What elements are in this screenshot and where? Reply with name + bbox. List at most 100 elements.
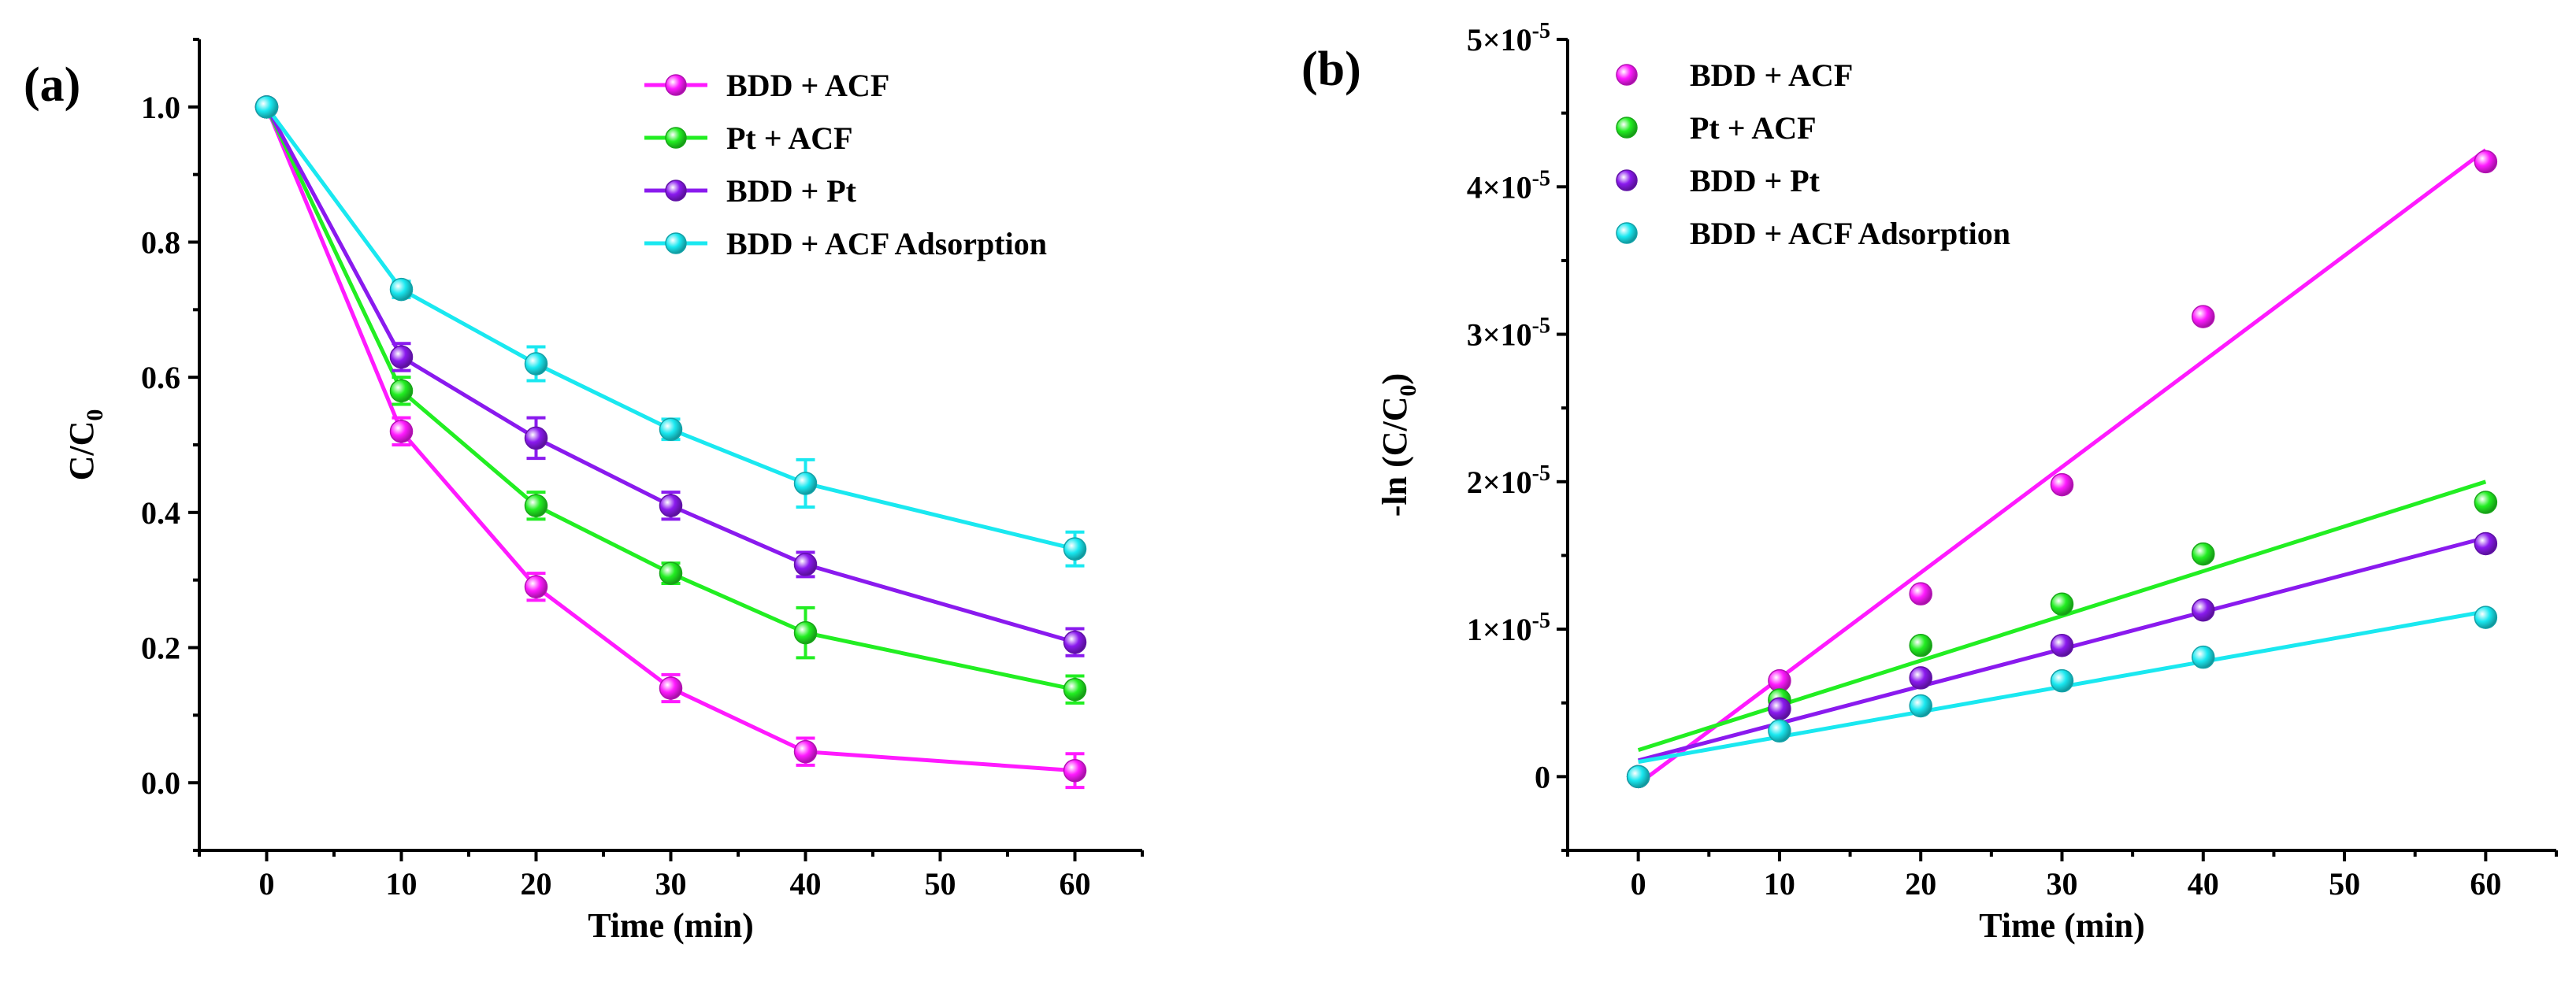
data-point [2192,598,2215,622]
x-tick-label: 60 [2470,866,2501,902]
data-point [793,620,818,645]
x-tick-label: 40 [790,866,822,902]
data-point [389,420,414,443]
legend-marker [1616,117,1638,139]
legend-marker [665,180,687,202]
y-tick-label: 0.8 [141,225,180,261]
y-tick-label: 0.0 [141,765,180,801]
y-tick-label: 1.0 [141,90,180,125]
data-point [1063,758,1087,783]
panel-b-chart: 0 10 20 30 40 50 60 0 1×10-5 2×10-5 3×10-5 4×10-5 5×… [1301,19,2558,945]
x-tick-label: 20 [521,866,552,902]
data-point [2474,531,2498,556]
data-point [1063,630,1087,654]
data-point [2050,668,2074,693]
x-axis-title: Time (min) [1979,906,2145,945]
legend-label: Pt + ACF [726,120,853,156]
data-point [524,575,548,598]
panel-label: (a) [24,58,80,112]
legend-marker [665,232,687,254]
data-point [2050,633,2074,657]
data-point [793,553,818,576]
data-point [389,277,414,302]
data-point [1909,666,1932,690]
data-point [659,561,683,585]
y-tick-label: 0.2 [141,631,180,666]
series-bdd-pt [254,95,1087,657]
x-tick-label: 30 [655,866,687,902]
data-point [659,494,683,517]
legend-label: BDD + Pt [726,173,857,209]
data-point [793,472,818,495]
y-tick-label: 0.4 [141,495,180,531]
legend-label: BDD + Pt [1690,163,1821,198]
y-axis-title: C/C0 [62,409,108,481]
data-point [1909,694,1932,718]
series-bdd-acf-adsorption [1626,605,2498,789]
data-point [2192,645,2215,669]
data-point [659,417,683,442]
series-line [265,106,1076,551]
series-line [265,106,1075,773]
x-tick-label: 10 [1764,866,1795,902]
x-tick-label: 50 [2329,866,2360,902]
series-bdd-pt [1626,531,2498,789]
x-tick-label: 0 [1631,866,1646,902]
panel-label: (b) [1301,43,1361,96]
y-tick-label: 0 [1535,759,1550,794]
data-point [1768,697,1791,720]
data-point [1063,677,1087,702]
data-point [793,739,818,764]
legend-marker [1616,64,1638,86]
data-point [2050,472,2074,497]
x-tick-label: 40 [2188,866,2219,902]
data-point [1063,537,1087,561]
legend: BDD + ACF Pt + ACF BDD + Pt BDD + ACF Adsor… [644,68,1047,261]
data-point [524,426,548,450]
legend-label: BDD + ACF Adsorption [726,226,1047,261]
legend-marker [1616,169,1638,191]
data-point [2474,605,2498,629]
y-tick-label: 5×10-5 [1467,19,1550,57]
series-line [265,106,1076,692]
series-pt-acf [254,95,1087,705]
y-axis-title: -ln (C/C0) [1375,373,1421,517]
data-point [2474,150,2498,174]
series-bdd-acf-adsorption [254,95,1087,568]
data-point [1909,582,1932,605]
legend: BDD + ACF Pt + ACF BDD + Pt BDD + ACF Adsor… [1616,57,2010,251]
data-point [254,95,279,119]
x-tick-label: 20 [1905,866,1936,902]
data-point [1626,765,1650,789]
data-point [2474,491,2498,514]
data-point [1768,719,1791,743]
fit-line [1637,480,2487,753]
series-bdd-acf [1626,148,2498,789]
y-tick-label: 0.6 [141,360,180,395]
legend-label: BDD + ACF [1690,57,1853,93]
y-tick-label: 4×10-5 [1467,166,1550,205]
data-point [524,352,548,376]
legend-marker [665,127,687,149]
x-tick-label: 10 [386,866,418,902]
legend-marker [665,74,687,96]
data-point [2192,542,2215,566]
x-tick-label: 50 [925,866,956,902]
series-line [265,106,1076,645]
panel-a-chart: 0 10 20 30 40 50 60 0.0 0.2 0.4 0.6 0.8 1.0 Time (min… [24,38,1144,945]
data-point [2050,592,2074,617]
x-axis-title: Time (min) [588,906,754,945]
data-point [524,494,548,517]
data-point [659,676,683,700]
y-tick-label: 1×10-5 [1467,609,1550,647]
x-tick-label: 30 [2047,866,2078,902]
legend-label: BDD + ACF [726,68,889,103]
legend-label: BDD + ACF Adsorption [1690,216,2010,251]
data-point [389,345,414,369]
legend-label: Pt + ACF [1690,110,1817,146]
data-point [2192,305,2215,328]
x-tick-label: 60 [1060,866,1091,902]
x-tick-label: 0 [259,866,275,902]
legend-marker [1616,222,1638,244]
